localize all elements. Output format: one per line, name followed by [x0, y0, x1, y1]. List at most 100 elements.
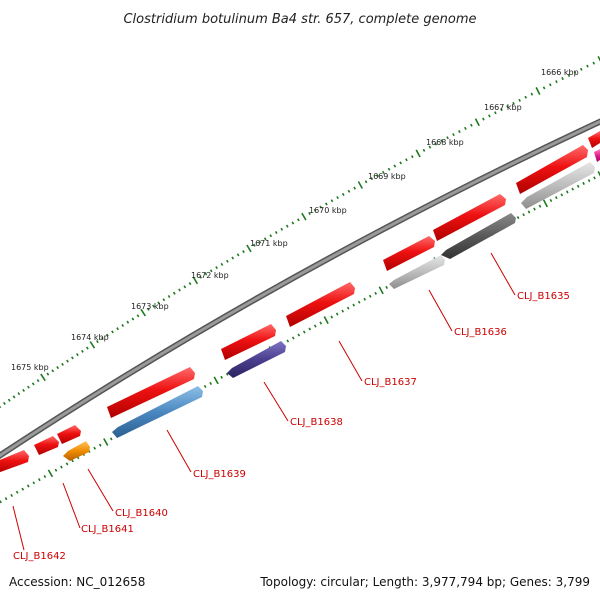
minor-tick [434, 142, 438, 146]
gene-feature[interactable] [63, 441, 90, 461]
minor-tick [446, 136, 449, 140]
gene-feature[interactable] [112, 386, 203, 438]
minor-tick [116, 327, 119, 331]
gene-label[interactable]: CLJ_B1640 [115, 508, 168, 519]
leader-line [62, 482, 81, 529]
minor-tick [98, 443, 102, 447]
leader-line [87, 468, 114, 512]
minor-tick [385, 285, 388, 289]
minor-tick [565, 190, 569, 194]
minor-tick [54, 468, 58, 472]
minor-tick [285, 224, 289, 228]
minor-tick [21, 487, 25, 491]
gene-feature[interactable] [389, 255, 445, 289]
minor-tick [586, 64, 589, 68]
gene-feature[interactable] [383, 236, 435, 271]
major-tick [597, 171, 600, 177]
gene-feature[interactable] [57, 425, 81, 444]
minor-tick [347, 189, 351, 193]
gene-feature[interactable] [516, 145, 588, 194]
minor-tick [220, 262, 224, 266]
minor-tick [593, 176, 596, 180]
minor-tick [548, 83, 552, 87]
minor-tick [178, 288, 181, 292]
minor-tick [330, 199, 334, 203]
minor-tick [554, 196, 558, 200]
minor-tick [61, 362, 64, 366]
topology-text: Topology: circular; Length: 3,977,794 bp… [259, 575, 590, 589]
minor-tick [71, 356, 74, 360]
gene-label[interactable]: CLJ_B1639 [193, 469, 246, 480]
minor-tick [330, 315, 334, 319]
minor-tick [258, 240, 262, 244]
gene-feature[interactable] [588, 131, 600, 148]
minor-tick [576, 184, 580, 188]
minor-tick [17, 392, 21, 396]
gene-label[interactable]: CLJ_B1638 [290, 417, 343, 428]
gene-feature[interactable] [107, 367, 195, 418]
gene-label[interactable]: CLJ_B1637 [364, 377, 417, 388]
minor-tick [440, 139, 443, 143]
gene-feature[interactable] [34, 436, 59, 455]
gene-label[interactable]: CLJ_B1636 [454, 327, 507, 338]
minor-tick [582, 181, 585, 185]
gene-feature[interactable] [221, 324, 276, 360]
outer-scale-ticks [0, 56, 600, 409]
minor-tick [335, 312, 339, 316]
kbp-label: 1674 kbp [71, 333, 109, 342]
minor-tick [204, 272, 208, 276]
major-tick [474, 118, 480, 127]
minor-tick [516, 216, 520, 220]
gene-label[interactable]: CLJ_B1641 [81, 524, 134, 535]
major-tick [323, 316, 329, 324]
minor-tick [470, 123, 473, 127]
gene-feature[interactable] [433, 194, 506, 241]
minor-tick [302, 330, 306, 334]
minor-tick [101, 336, 104, 340]
minor-tick [38, 478, 41, 482]
label-leaders [12, 252, 516, 551]
gene-feature[interactable] [441, 213, 516, 259]
leader-line [428, 289, 453, 332]
major-tick [47, 469, 54, 478]
minor-tick [325, 202, 328, 206]
gene-feature[interactable] [594, 149, 600, 162]
minor-tick [549, 198, 553, 203]
gene-feature[interactable] [227, 341, 286, 378]
minor-tick [253, 243, 256, 247]
minor-tick [381, 170, 385, 174]
leader-line [12, 505, 25, 551]
minor-tick [387, 167, 391, 171]
minor-tick [374, 291, 378, 295]
minor-tick [336, 196, 339, 200]
minor-tick [111, 330, 114, 334]
minor-tick [199, 275, 202, 279]
minor-tick [524, 95, 528, 99]
major-tick [542, 199, 549, 208]
minor-tick [231, 256, 235, 260]
minor-tick [215, 266, 218, 270]
gene-feature[interactable] [0, 450, 29, 474]
minor-tick [286, 339, 290, 343]
gene-feature[interactable] [286, 282, 355, 327]
minor-tick [225, 372, 229, 376]
minor-tick [65, 462, 69, 466]
gene-feature[interactable] [521, 162, 595, 209]
minor-tick [428, 145, 432, 149]
minor-tick [319, 321, 323, 325]
minor-tick [10, 493, 13, 497]
reverse-strand-genes [63, 162, 595, 461]
minor-tick [542, 86, 546, 90]
minor-tick [561, 77, 564, 81]
minor-tick [76, 353, 79, 357]
minor-tick [36, 379, 40, 383]
kbp-label: 1671 kbp [250, 239, 288, 248]
gene-label[interactable]: CLJ_B1635 [517, 291, 570, 302]
minor-tick [393, 164, 397, 168]
minor-tick [236, 253, 240, 257]
minor-tick [592, 61, 596, 65]
gene-label[interactable]: CLJ_B1642 [13, 551, 66, 562]
minor-tick [172, 291, 176, 295]
minor-tick [464, 126, 467, 130]
major-tick [535, 87, 541, 95]
